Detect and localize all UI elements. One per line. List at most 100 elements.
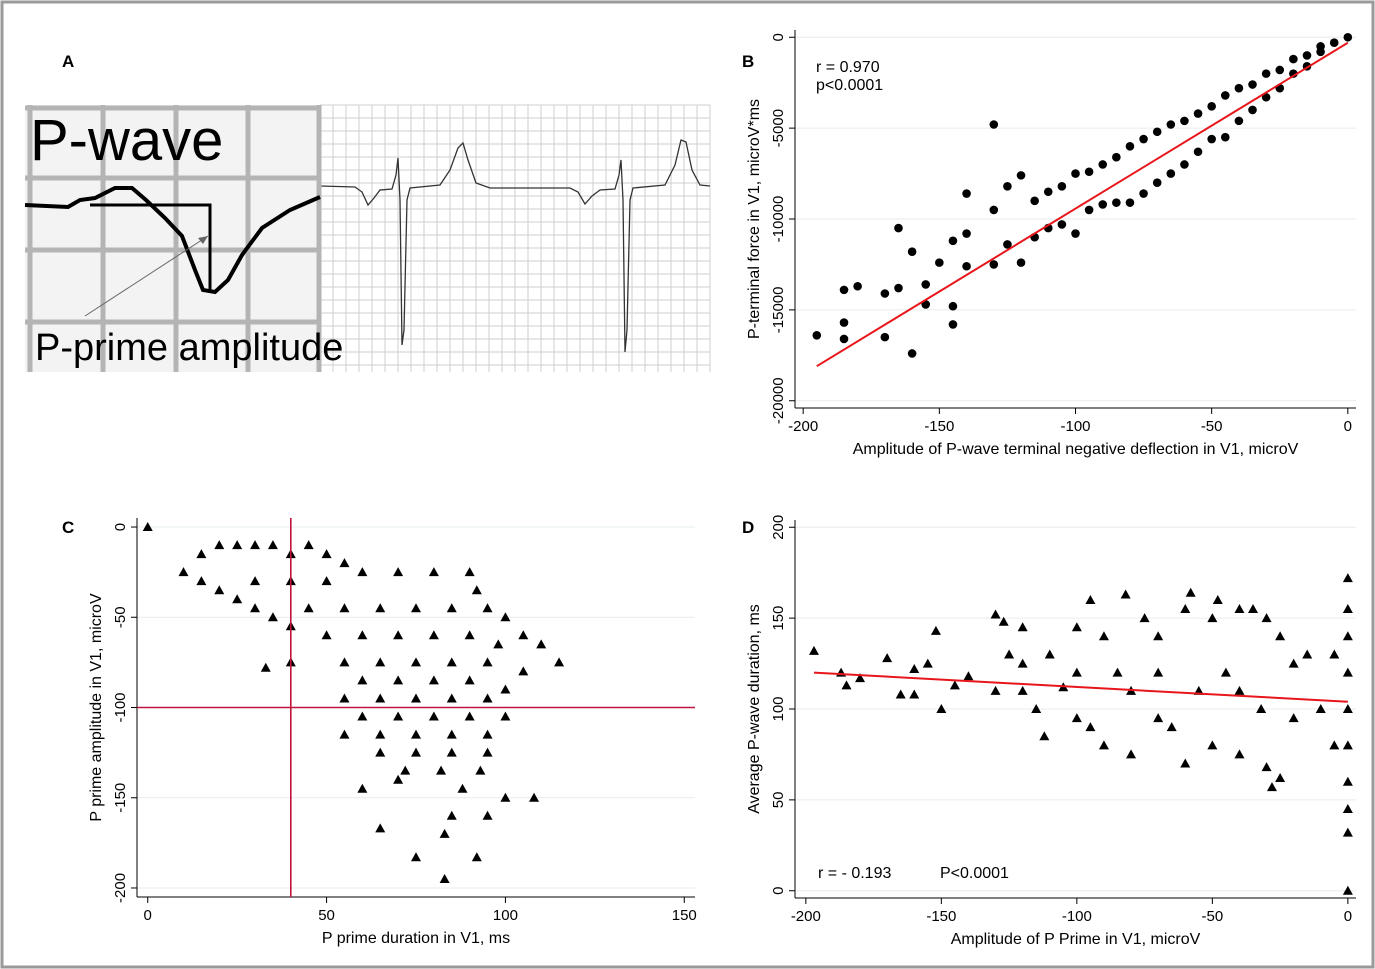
x-axis-title: Amplitude of P-wave terminal negative de… <box>853 441 1299 458</box>
zoom-title: P-wave <box>30 108 223 173</box>
y-tick-label: -20000 <box>770 377 787 424</box>
point <box>962 229 971 238</box>
point <box>1303 51 1312 60</box>
point <box>1098 160 1107 169</box>
point <box>990 260 999 269</box>
x-tick-label: -100 <box>1062 908 1092 925</box>
point <box>962 262 971 271</box>
point <box>1289 55 1298 64</box>
y-tick-label: 0 <box>112 523 129 531</box>
point <box>908 247 917 256</box>
point <box>1085 167 1094 176</box>
y-axis-title: P prime amplitude in V1, microV <box>88 593 105 822</box>
x-tick-label: 0 <box>144 907 152 924</box>
point <box>1098 200 1107 209</box>
y-tick-label: -10000 <box>770 196 787 243</box>
x-tick-label: -50 <box>1202 908 1224 925</box>
y-tick-label: 0 <box>770 33 787 41</box>
point <box>894 224 903 233</box>
point <box>840 318 849 327</box>
x-tick-label: 0 <box>1344 908 1352 925</box>
point <box>1139 189 1148 198</box>
point <box>1194 109 1203 118</box>
panel-label: D <box>742 518 754 537</box>
y-tick-label: 200 <box>770 515 787 540</box>
point <box>1085 206 1094 215</box>
point <box>1071 169 1080 178</box>
point <box>1058 220 1067 229</box>
x-tick-label: 0 <box>1344 418 1352 435</box>
y-tick-label: 0 <box>770 887 787 895</box>
point <box>1126 142 1135 151</box>
point <box>1153 178 1162 187</box>
panel-label: C <box>62 518 74 537</box>
point <box>881 333 890 342</box>
point <box>1167 120 1176 129</box>
point <box>1207 102 1216 111</box>
y-tick-label: 100 <box>770 696 787 721</box>
y-axis-title: Average P-wave duration, ms <box>746 604 763 814</box>
y-axis-title: P-terminal force in V1, microV*ms <box>746 99 763 339</box>
y-tick-label: -50 <box>112 606 129 628</box>
point <box>935 258 944 267</box>
point <box>1044 187 1053 196</box>
point <box>1316 48 1325 57</box>
point <box>1207 135 1216 144</box>
x-tick-label: -100 <box>1060 418 1090 435</box>
x-axis-title: Amplitude of P Prime in V1, microV <box>951 931 1201 948</box>
x-tick-label: 50 <box>318 907 335 924</box>
x-tick-label: -200 <box>788 418 818 435</box>
point <box>1058 182 1067 191</box>
zoom-annotation: P-prime amplitude <box>35 327 343 369</box>
point <box>1003 182 1012 191</box>
point <box>840 286 849 295</box>
x-tick-label: 150 <box>672 907 697 924</box>
point <box>990 120 999 129</box>
annotation: P<0.0001 <box>940 865 1009 882</box>
x-tick-label: -150 <box>926 908 956 925</box>
figure: A P-wave P-prime amplitude B0-5000-10000… <box>0 0 1375 969</box>
point <box>949 302 958 311</box>
x-tick-label: -200 <box>791 908 821 925</box>
point <box>1112 198 1121 207</box>
annotation: r = - 0.193 <box>818 865 891 882</box>
point <box>1153 127 1162 136</box>
point <box>1167 169 1176 178</box>
point <box>1112 153 1121 162</box>
point <box>908 349 917 358</box>
point <box>1180 117 1189 126</box>
y-tick-label: -15000 <box>770 287 787 334</box>
y-tick-label: -5000 <box>770 109 787 147</box>
point <box>1017 258 1026 267</box>
y-tick-label: 150 <box>770 606 787 631</box>
panel-label: A <box>62 52 74 71</box>
y-tick-label: -150 <box>112 783 129 813</box>
y-tick-label: -100 <box>112 692 129 722</box>
point <box>1071 229 1080 238</box>
point <box>1248 80 1257 89</box>
point <box>1262 69 1271 78</box>
point <box>1221 91 1230 100</box>
point <box>1126 198 1135 207</box>
point <box>1221 133 1230 142</box>
point <box>1235 84 1244 93</box>
y-tick-label: 50 <box>770 792 787 809</box>
point <box>1248 106 1257 115</box>
point <box>881 289 890 298</box>
point <box>1194 147 1203 156</box>
point <box>812 331 821 340</box>
point <box>990 206 999 215</box>
x-tick-label: -50 <box>1201 418 1223 435</box>
point <box>949 237 958 246</box>
point <box>1330 38 1339 47</box>
y-tick-label: -200 <box>112 873 129 903</box>
annotation: p<0.0001 <box>816 77 883 94</box>
point <box>1180 160 1189 169</box>
point <box>1275 66 1284 75</box>
x-axis-title: P prime duration in V1, ms <box>322 930 510 947</box>
point <box>894 284 903 293</box>
x-tick-label: 100 <box>493 907 518 924</box>
x-tick-label: -150 <box>924 418 954 435</box>
point <box>962 189 971 198</box>
point <box>853 282 862 291</box>
